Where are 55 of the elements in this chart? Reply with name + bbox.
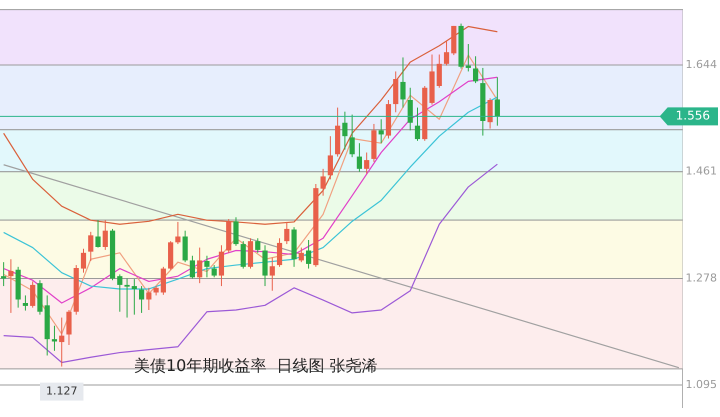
candlestick bbox=[88, 231, 94, 262]
candlestick bbox=[138, 286, 144, 314]
candlestick bbox=[8, 258, 14, 314]
candlestick bbox=[182, 230, 188, 263]
candlestick bbox=[306, 240, 312, 270]
candlestick bbox=[328, 136, 333, 180]
candlestick bbox=[378, 118, 384, 144]
candlestick bbox=[197, 247, 202, 284]
candlestick bbox=[494, 76, 500, 126]
candlestick bbox=[175, 221, 180, 245]
candlestick bbox=[342, 111, 348, 150]
candlestick bbox=[22, 294, 28, 312]
candlestick bbox=[364, 152, 370, 174]
candlestick bbox=[240, 240, 246, 270]
candlestick bbox=[204, 255, 210, 278]
candlestick bbox=[132, 278, 137, 316]
y-tick-label: 1.644 bbox=[686, 58, 718, 71]
candlestick bbox=[59, 317, 64, 368]
candlestick bbox=[444, 40, 450, 66]
candlestick bbox=[117, 274, 122, 312]
candlestick bbox=[270, 256, 275, 292]
candlestick bbox=[276, 238, 282, 268]
candlestick bbox=[466, 44, 471, 72]
candlestick bbox=[1, 262, 6, 287]
candlestick bbox=[102, 220, 108, 250]
candlestick bbox=[350, 114, 355, 158]
candlestick bbox=[212, 264, 217, 278]
candlestick bbox=[472, 56, 478, 84]
annotation: 1.127 bbox=[46, 384, 78, 398]
y-tick-label: 1.461 bbox=[686, 164, 718, 178]
candlestick bbox=[160, 266, 166, 296]
candlestick bbox=[80, 248, 86, 274]
candlestick bbox=[400, 56, 406, 108]
candlestick bbox=[414, 107, 420, 142]
candlestick bbox=[30, 280, 36, 308]
candlestick bbox=[146, 287, 152, 310]
candlestick bbox=[284, 221, 290, 245]
candlestick bbox=[436, 54, 442, 88]
candlestick bbox=[154, 286, 159, 296]
y-tick-label: 1.095 bbox=[686, 378, 718, 392]
text: 美债10年期收益率 日线图 张尧浠 bbox=[134, 356, 378, 377]
candlestick bbox=[298, 247, 304, 263]
candlestick bbox=[190, 255, 196, 279]
candlestick bbox=[255, 238, 260, 254]
candlestick bbox=[66, 309, 72, 346]
candlestick bbox=[408, 87, 413, 131]
y-tick-label: 1.278 bbox=[686, 271, 718, 284]
ref-line-label: 1.556 bbox=[676, 108, 710, 122]
candlestick bbox=[320, 168, 326, 196]
candlestick bbox=[356, 142, 362, 172]
candlestick bbox=[95, 220, 101, 248]
candlestick bbox=[218, 244, 224, 287]
candlestick bbox=[488, 98, 493, 130]
candlestick bbox=[52, 325, 58, 352]
candlestick bbox=[233, 216, 239, 246]
